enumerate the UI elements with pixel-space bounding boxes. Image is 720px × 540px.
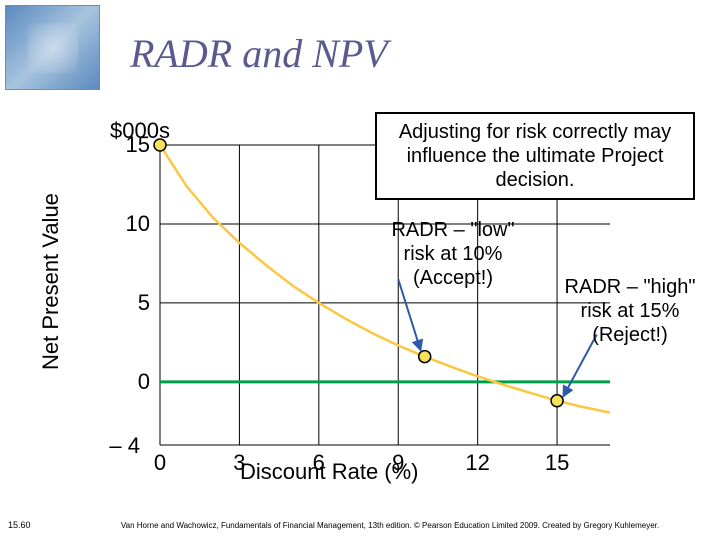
x-axis-label: Discount Rate (%) xyxy=(240,459,419,485)
footer-text: Van Horne and Wachowicz, Fundamentals of… xyxy=(70,521,710,530)
ytick-10: 10 xyxy=(110,211,150,237)
callout-box: Adjusting for risk correctly may influen… xyxy=(375,112,695,200)
annot-high: RADR – "high" risk at 15% (Reject!) xyxy=(555,275,705,347)
annot-high-l1: RADR – "high" xyxy=(555,275,705,299)
xtick-15: 15 xyxy=(545,450,569,476)
annot-high-l2: risk at 15% xyxy=(555,299,705,323)
annot-low-l1: RADR – "low" xyxy=(378,218,528,242)
annot-low-l3: (Accept!) xyxy=(378,266,528,290)
y-axis-label: Net Present Value xyxy=(38,193,64,370)
ytick-neg4: – 4 xyxy=(90,433,140,459)
ytick-5: 5 xyxy=(110,290,150,316)
annot-high-l3: (Reject!) xyxy=(555,323,705,347)
logo-image xyxy=(5,5,100,90)
ytick-0: 0 xyxy=(110,369,150,395)
slide-number: 15.60 xyxy=(8,520,31,530)
xtick-12: 12 xyxy=(465,450,489,476)
annot-low-l2: risk at 10% xyxy=(378,242,528,266)
ytick-15: 15 xyxy=(110,132,150,158)
annot-low: RADR – "low" risk at 10% (Accept!) xyxy=(378,218,528,290)
slide-title: RADR and NPV xyxy=(130,30,388,77)
callout-text: Adjusting for risk correctly may influen… xyxy=(399,121,671,191)
xtick-0: 0 xyxy=(154,450,166,476)
